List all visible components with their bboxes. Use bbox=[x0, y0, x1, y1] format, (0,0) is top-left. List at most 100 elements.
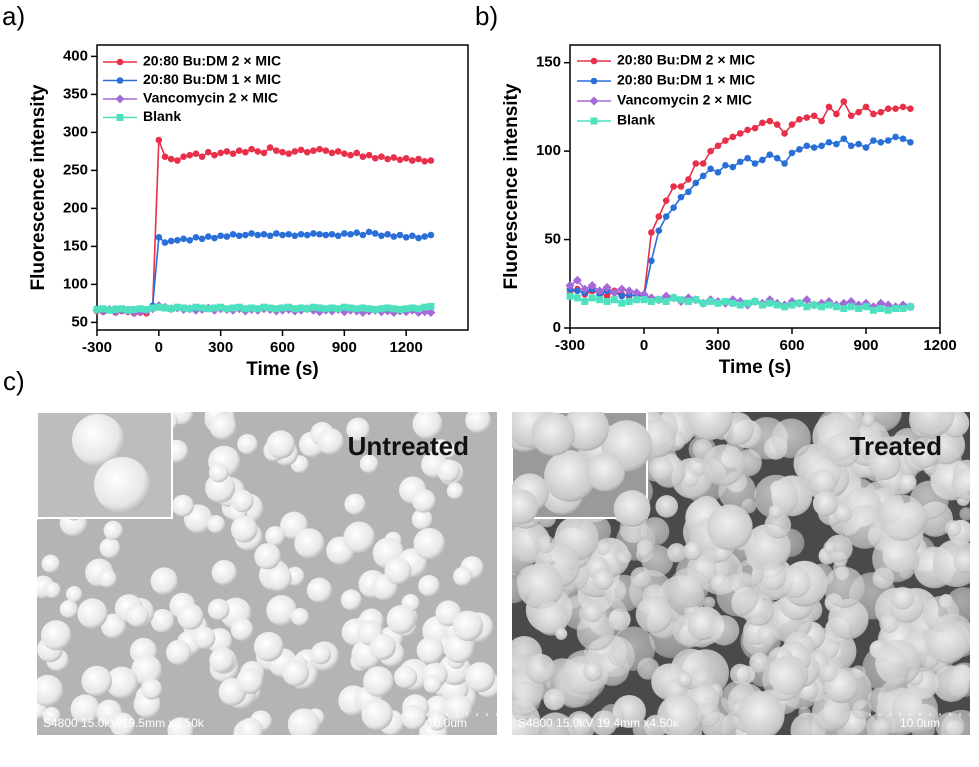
marker bbox=[390, 154, 398, 161]
legend-label: 20:80 Bu:DM 2 × MIC bbox=[617, 52, 755, 68]
marker bbox=[180, 235, 187, 243]
y-tick-label: 100 bbox=[536, 142, 561, 159]
marker bbox=[855, 305, 863, 313]
sphere bbox=[384, 557, 412, 585]
sphere bbox=[238, 717, 263, 735]
marker bbox=[803, 114, 811, 121]
marker bbox=[862, 103, 870, 111]
sphere bbox=[291, 607, 309, 626]
plot-frame bbox=[569, 44, 941, 329]
marker bbox=[758, 301, 766, 309]
sem-info: S4800 15.0kV 19.5mm x4.50k bbox=[43, 716, 205, 730]
marker bbox=[899, 135, 907, 143]
sphere bbox=[166, 639, 192, 665]
marker bbox=[248, 145, 255, 153]
x-tick-label: 900 bbox=[853, 337, 878, 354]
sphere bbox=[340, 589, 362, 611]
marker bbox=[699, 172, 707, 180]
marker bbox=[396, 156, 404, 164]
marker bbox=[421, 157, 429, 165]
marker bbox=[242, 148, 249, 156]
marker bbox=[862, 144, 870, 151]
marker bbox=[781, 160, 788, 167]
marker bbox=[341, 150, 348, 157]
marker bbox=[353, 305, 361, 313]
sphere bbox=[444, 694, 473, 723]
marker bbox=[677, 193, 685, 201]
sphere bbox=[453, 566, 473, 586]
marker bbox=[759, 119, 766, 127]
marker bbox=[285, 150, 292, 157]
marker bbox=[714, 299, 722, 307]
marker bbox=[353, 229, 361, 237]
marker bbox=[155, 136, 163, 144]
marker bbox=[595, 286, 605, 296]
marker bbox=[161, 239, 169, 246]
marker bbox=[303, 305, 311, 313]
marker bbox=[587, 281, 597, 291]
marker bbox=[736, 130, 744, 137]
blob bbox=[576, 612, 615, 651]
marker bbox=[266, 232, 274, 240]
marker bbox=[677, 183, 685, 190]
marker bbox=[796, 115, 803, 123]
blob bbox=[909, 437, 940, 469]
blob bbox=[810, 468, 837, 496]
blob bbox=[534, 601, 569, 636]
blob bbox=[779, 566, 811, 598]
marker bbox=[427, 302, 435, 310]
sphere bbox=[94, 457, 150, 513]
marker bbox=[892, 105, 899, 112]
marker bbox=[198, 304, 206, 312]
blob bbox=[536, 534, 555, 553]
marker bbox=[803, 303, 811, 311]
blob bbox=[798, 706, 811, 719]
marker bbox=[655, 213, 663, 220]
sphere bbox=[98, 569, 117, 588]
panel-label: b) bbox=[475, 1, 498, 31]
marker bbox=[596, 296, 604, 304]
marker bbox=[136, 305, 144, 313]
marker bbox=[322, 147, 330, 154]
marker bbox=[408, 304, 416, 312]
sphere bbox=[465, 662, 496, 693]
marker bbox=[341, 230, 348, 237]
marker bbox=[870, 110, 877, 118]
sphere bbox=[208, 462, 229, 483]
marker bbox=[832, 303, 840, 311]
marker bbox=[892, 133, 899, 141]
marker bbox=[316, 145, 323, 153]
marker bbox=[402, 305, 410, 313]
marker bbox=[174, 237, 181, 244]
marker bbox=[840, 305, 848, 313]
marker bbox=[186, 305, 194, 313]
sphere bbox=[150, 608, 175, 633]
marker bbox=[266, 144, 274, 151]
sphere bbox=[361, 698, 393, 731]
y-tick-label: 100 bbox=[63, 275, 88, 292]
marker bbox=[371, 154, 379, 162]
marker bbox=[359, 153, 367, 161]
legend-label: Blank bbox=[143, 108, 181, 124]
marker bbox=[818, 142, 825, 150]
sphere bbox=[427, 711, 447, 731]
y-tick-label: 250 bbox=[63, 161, 88, 178]
sphere bbox=[230, 515, 258, 543]
blob bbox=[583, 661, 603, 681]
x-tick-label: 1200 bbox=[923, 337, 956, 354]
marker bbox=[198, 153, 206, 161]
marker bbox=[384, 155, 391, 163]
sphere bbox=[41, 554, 60, 573]
marker bbox=[818, 303, 826, 311]
marker bbox=[99, 305, 107, 313]
x-axis-title: Time (s) bbox=[719, 357, 792, 378]
marker bbox=[603, 292, 611, 300]
blob bbox=[852, 699, 872, 720]
x-tick-label: 600 bbox=[779, 337, 804, 354]
blob bbox=[585, 452, 625, 492]
marker bbox=[180, 304, 188, 312]
y-tick-label: 150 bbox=[63, 237, 88, 254]
marker bbox=[316, 304, 324, 312]
marker bbox=[161, 304, 169, 312]
